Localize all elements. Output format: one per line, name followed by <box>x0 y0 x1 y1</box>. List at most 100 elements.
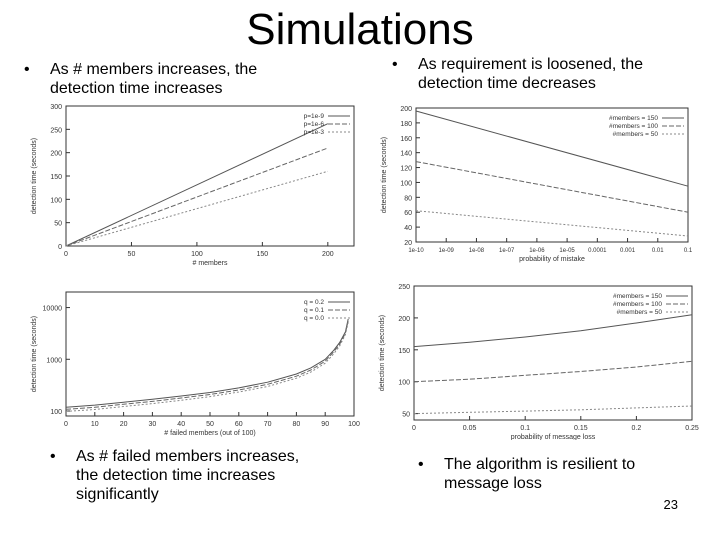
x-tick-label: 1e-09 <box>439 248 455 254</box>
y-axis-label: detection time (seconds) <box>379 315 386 391</box>
x-tick-label: 50 <box>206 421 214 428</box>
y-tick-label: 100 <box>400 180 412 187</box>
x-tick-label: 0.2 <box>632 425 642 432</box>
x-tick-label: 70 <box>264 421 272 428</box>
legend-label: #members = 100 <box>609 123 658 130</box>
bullet-failed-members: • As # failed members increases, the det… <box>50 447 320 504</box>
x-tick-label: 50 <box>128 251 136 258</box>
y-tick-label: 100 <box>398 380 410 387</box>
y-tick-label: 1000 <box>46 357 62 364</box>
y-tick-label: 100 <box>50 409 62 416</box>
bullet-requirement: • As requirement is loosened, the detect… <box>392 55 692 93</box>
bullet-marker: • <box>392 56 398 73</box>
y-tick-label: 180 <box>400 121 412 128</box>
bullet-text: As # failed members increases, the detec… <box>76 448 300 503</box>
x-tick-label: 0.1 <box>520 425 530 432</box>
y-axis-label: detection time (seconds) <box>381 137 388 213</box>
y-axis-label: detection time (seconds) <box>31 316 38 392</box>
x-tick-label: 0 <box>412 425 416 432</box>
x-tick-label: 20 <box>120 421 128 428</box>
y-tick-label: 300 <box>50 104 62 111</box>
x-tick-label: 0 <box>64 251 68 258</box>
y-tick-label: 150 <box>50 174 62 181</box>
x-tick-label: 1e-05 <box>559 248 575 254</box>
y-tick-label: 0 <box>58 244 62 251</box>
y-tick-label: 160 <box>400 136 412 143</box>
series-line <box>413 405 693 415</box>
x-tick-label: 0.01 <box>652 248 664 254</box>
x-tick-label: 1e-10 <box>408 248 424 254</box>
y-tick-label: 120 <box>400 166 412 173</box>
y-tick-label: 150 <box>398 348 410 355</box>
series-line <box>65 318 349 408</box>
bullet-members: • As # members increases, the detection … <box>24 60 324 98</box>
series-line <box>415 210 689 237</box>
plot-frame <box>413 285 693 421</box>
bullet-text: As requirement is loosened, the detectio… <box>418 56 644 92</box>
x-tick-label: 0 <box>64 421 68 428</box>
y-tick-label: 250 <box>50 127 62 134</box>
chart-mistake-vs-time: 20 40 60 80 100 120 140 160 180 200 1e-10 1e-09 1e-0… <box>381 106 693 263</box>
bullet-marker: • <box>50 448 56 465</box>
x-tick-label: 0.0001 <box>588 248 607 254</box>
x-tick-label: 0.15 <box>574 425 588 432</box>
series-line <box>65 170 328 247</box>
x-tick-label: 0.05 <box>463 425 477 432</box>
bullet-message-loss: • The algorithm is resilient to message … <box>418 455 688 493</box>
y-tick-label: 200 <box>400 106 412 113</box>
bullet-text: As # members increases, the detection ti… <box>50 61 258 97</box>
legend-label: p=1e-6 <box>304 121 325 128</box>
legend-label: q = 0.1 <box>304 307 324 314</box>
series-line <box>413 314 693 348</box>
x-tick-label: 0.1 <box>684 248 693 254</box>
legend-label: p=1e-3 <box>304 129 325 136</box>
chart-failed-members-vs-time: 100 1000 10000 0 10 20 30 40 50 60 70 80 90 100 # fail… <box>31 291 360 437</box>
x-tick-label: 100 <box>191 251 203 258</box>
y-tick-label: 140 <box>400 151 412 158</box>
y-tick-label: 250 <box>398 284 410 291</box>
page-number: 23 <box>663 497 678 512</box>
x-tick-label: 1e-07 <box>499 248 515 254</box>
series-line <box>65 147 328 247</box>
x-tick-label: 200 <box>322 251 334 258</box>
y-tick-label: 50 <box>54 221 62 228</box>
legend-label: #members = 150 <box>609 115 658 122</box>
legend-label: p=1e-9 <box>304 113 325 120</box>
y-tick-label: 200 <box>398 316 410 323</box>
x-tick-label: 0.25 <box>685 425 699 432</box>
x-tick-label: 100 <box>348 421 360 428</box>
x-tick-label: 60 <box>235 421 243 428</box>
x-tick-label: 30 <box>149 421 157 428</box>
y-tick-label: 80 <box>404 195 412 202</box>
x-tick-label: 1e-08 <box>469 248 485 254</box>
y-axis-label: detection time (seconds) <box>31 138 38 214</box>
series-line <box>415 110 689 187</box>
x-axis-label: probability of message loss <box>511 434 596 440</box>
chart-members-vs-time: 0 50 100 150 200 250 300 0 50 100 150 200 # members d… <box>31 104 355 267</box>
x-axis-label: # members <box>192 260 228 267</box>
x-axis-label: probability of mistake <box>519 256 585 263</box>
x-tick-label: 80 <box>293 421 301 428</box>
legend-label: q = 0.0 <box>304 315 324 322</box>
x-tick-label: 150 <box>257 251 269 258</box>
legend-label: #members = 50 <box>617 309 663 316</box>
y-tick-label: 200 <box>50 151 62 158</box>
legend-label: q = 0.2 <box>304 299 324 306</box>
series-line <box>65 322 349 412</box>
bullet-text: The algorithm is resilient to message lo… <box>444 456 636 492</box>
legend-label: #members = 100 <box>613 301 662 308</box>
y-tick-label: 10000 <box>43 306 63 313</box>
x-tick-label: 40 <box>177 421 185 428</box>
series-line <box>65 123 329 247</box>
series-line <box>65 320 349 410</box>
y-tick-label: 40 <box>404 225 412 232</box>
series-line <box>415 161 689 213</box>
x-tick-label: 10 <box>91 421 99 428</box>
y-tick-label: 60 <box>404 210 412 217</box>
x-tick-label: 1e-06 <box>529 248 545 254</box>
x-tick-label: 90 <box>321 421 329 428</box>
chart-message-loss-vs-time: 50 100 150 200 250 0 0.05 0.1 0.15 0.2 0.25 probabi… <box>379 284 699 440</box>
slide-title: Simulations <box>246 5 474 54</box>
x-tick-label: 0.001 <box>620 248 636 254</box>
series-line <box>413 360 693 383</box>
